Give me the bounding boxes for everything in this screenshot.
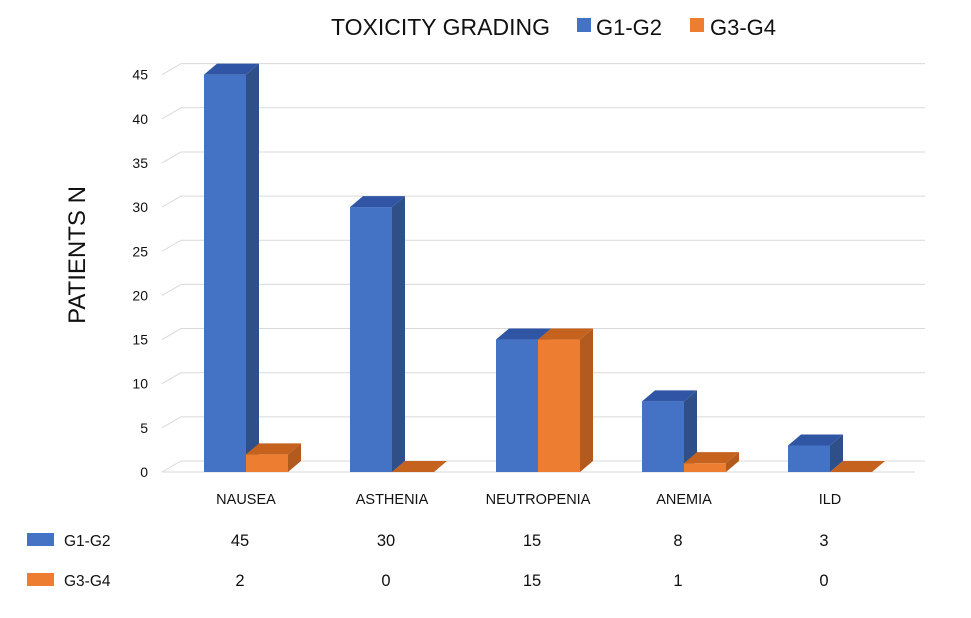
legend-label-g3-g4: G3-G4 (710, 15, 776, 40)
table-value: 15 (523, 532, 541, 550)
bar-side (726, 452, 739, 472)
bar-side (684, 390, 697, 472)
category-label: ANEMIA (656, 492, 712, 508)
gridline-diag (161, 283, 182, 296)
bar-top (246, 443, 301, 455)
bar-front (538, 339, 580, 472)
bar-side (246, 63, 259, 473)
bar-g1-g2-asthenia (350, 196, 405, 472)
y-axis-ticks: 0 5 10 15 20 25 30 35 40 45 (132, 67, 148, 480)
bar-top (684, 452, 739, 464)
gridline-diag (161, 63, 182, 76)
bar-g3-g4-ild (830, 461, 885, 472)
bar-side (288, 443, 301, 472)
y-tick-label: 45 (132, 67, 148, 83)
category-label: NEUTROPENIA (486, 492, 591, 508)
bar-top (496, 328, 551, 340)
table-value: 30 (377, 532, 395, 550)
legend-label-g1-g2: G1-G2 (596, 15, 662, 40)
gridline-diag (161, 151, 182, 164)
data-table: G1-G2 45 30 15 8 3 G3-G4 2 0 15 1 0 (27, 532, 829, 590)
gridline-diag (161, 416, 182, 429)
y-tick-label: 10 (132, 376, 148, 392)
category-label: NAUSEA (216, 492, 276, 508)
bar-top (642, 390, 697, 402)
y-tick-label: 30 (132, 199, 148, 215)
gridline-diag (161, 107, 182, 120)
category-label: ASTHENIA (356, 492, 429, 508)
category-label: ILD (819, 492, 842, 508)
table-value: 8 (673, 532, 682, 550)
bar-side (392, 196, 405, 472)
bar-g3-g4-anemia (684, 452, 739, 472)
gridline-diag (161, 372, 182, 385)
bar-front (246, 454, 288, 472)
gridline-diag (161, 460, 182, 473)
bar-side (580, 328, 593, 472)
table-value: 15 (523, 572, 541, 590)
table-series-label: G1-G2 (64, 533, 111, 550)
gridline-diag (161, 195, 182, 208)
table-swatch (27, 573, 54, 586)
y-tick-label: 40 (132, 111, 148, 127)
y-tick-label: 15 (132, 332, 148, 348)
bar-top (392, 461, 447, 472)
gridline-diag (161, 328, 182, 340)
bar-front (350, 207, 392, 472)
y-tick-label: 25 (132, 243, 148, 259)
bar-g1-g2-ild (788, 434, 843, 472)
bar-side (830, 434, 843, 472)
bar-front (684, 463, 726, 472)
table-value: 0 (381, 572, 390, 590)
legend-swatch-g3-g4 (690, 18, 704, 32)
y-tick-label: 35 (132, 155, 148, 171)
table-swatch (27, 533, 54, 546)
table-value: 0 (819, 572, 828, 590)
bar-g3-g4-neutropenia (538, 328, 593, 472)
y-tick-label: 20 (132, 287, 148, 303)
chart-header: TOXICITY GRADING G1-G2 G3-G4 (331, 14, 776, 40)
bar-front (788, 445, 830, 472)
bar-g3-g4-nausea (246, 443, 301, 472)
bar-top (538, 328, 593, 340)
table-series-label: G3-G4 (64, 573, 111, 590)
table-value: 1 (673, 572, 682, 590)
bar-g1-g2-nausea (204, 63, 259, 473)
bars (204, 63, 885, 473)
bar-front (204, 74, 246, 473)
y-tick-label: 5 (140, 420, 148, 436)
category-labels: NAUSEA ASTHENIA NEUTROPENIA ANEMIA ILD (216, 492, 841, 508)
y-axis-label: PATIENTS N (64, 186, 91, 324)
y-tick-label: 0 (140, 464, 148, 480)
gridline-diag (161, 239, 182, 252)
legend-swatch-g1-g2 (577, 18, 591, 32)
bar-top (204, 63, 259, 75)
table-value: 3 (819, 532, 828, 550)
bar-g3-g4-asthenia (392, 461, 447, 472)
bar-front (496, 339, 538, 472)
bar-front (642, 401, 684, 472)
bar-top (350, 196, 405, 208)
table-value: 2 (235, 572, 244, 590)
bar-top (788, 434, 843, 446)
bar-top (830, 461, 885, 472)
bar-g1-g2-anemia (642, 390, 697, 472)
table-value: 45 (231, 532, 249, 550)
chart-title: TOXICITY GRADING (331, 14, 550, 40)
